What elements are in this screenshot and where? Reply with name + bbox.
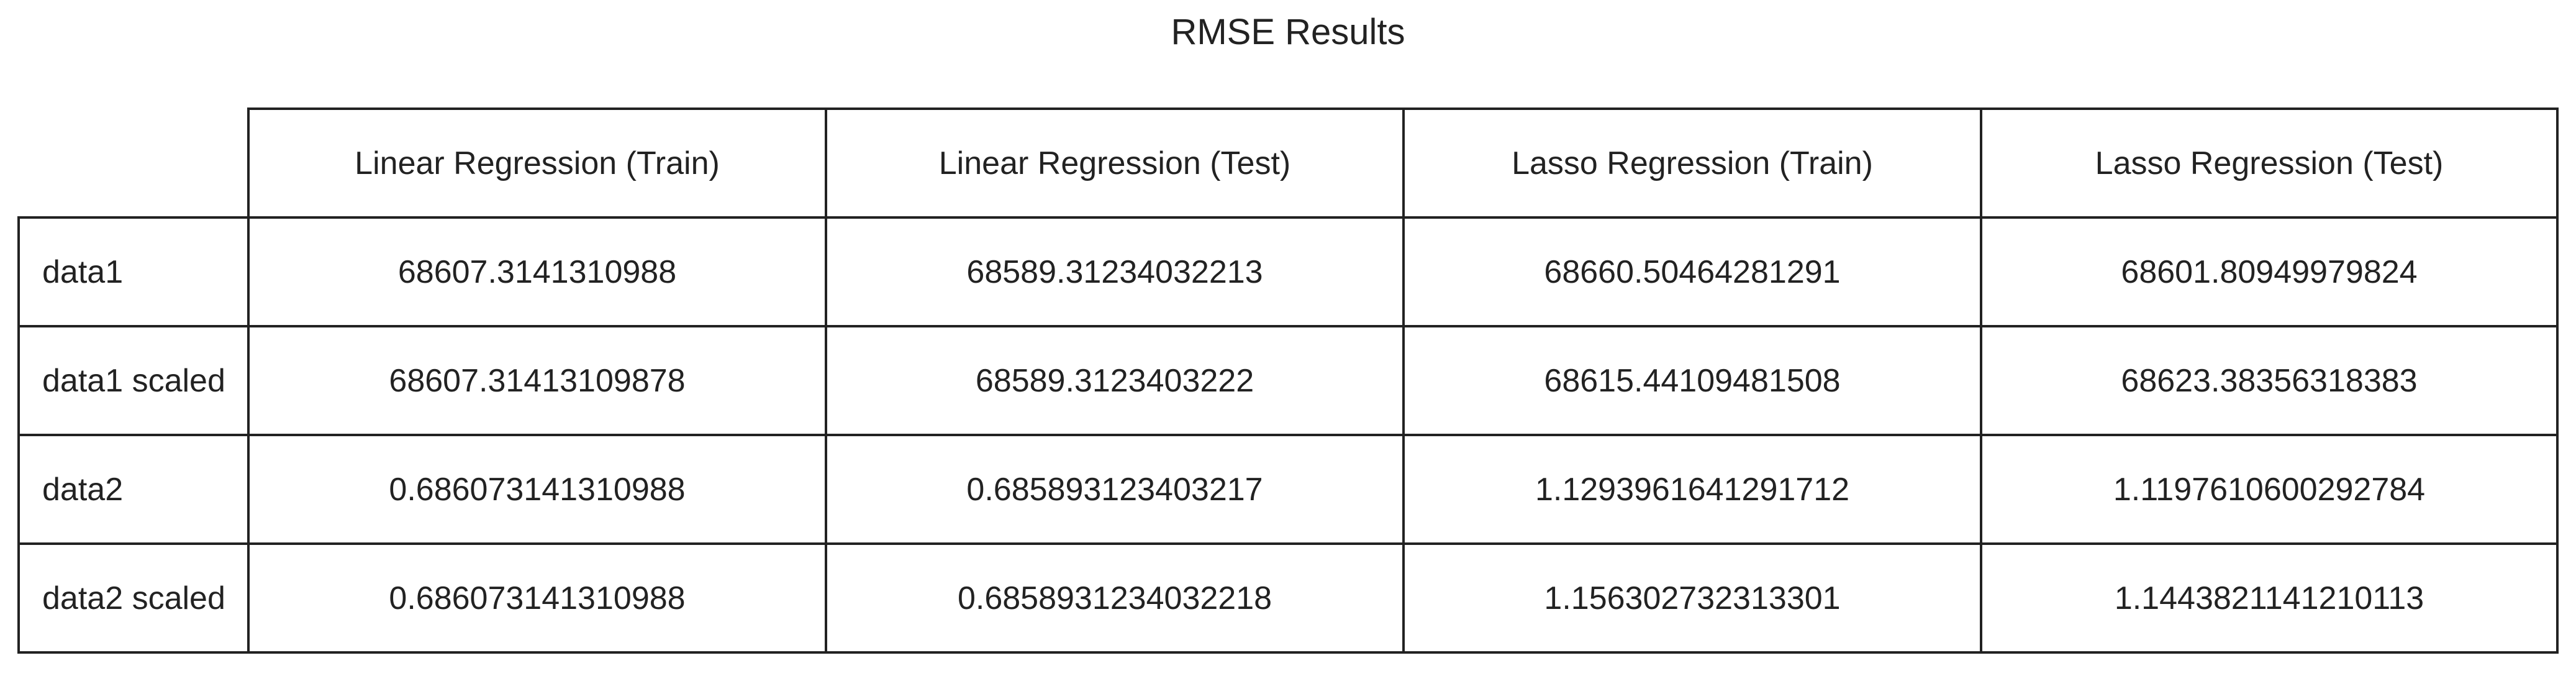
table-cell: 0.6858931234032218 bbox=[957, 580, 1272, 616]
table-column-divider bbox=[247, 107, 250, 654]
table-row-divider bbox=[17, 542, 2559, 545]
table-cell: 1.1443821141210113 bbox=[2114, 580, 2424, 616]
table-border-left bbox=[17, 216, 20, 654]
row-label: data1 scaled bbox=[42, 362, 225, 399]
table-column-divider bbox=[1980, 107, 1982, 654]
table-cell: 1.1293961641291712 bbox=[1535, 471, 1850, 508]
column-header: Linear Regression (Train) bbox=[355, 145, 720, 181]
table-cell: 68589.31234032213 bbox=[966, 254, 1263, 290]
column-header: Lasso Regression (Test) bbox=[2095, 145, 2444, 181]
table-cell: 68607.3141310988 bbox=[397, 254, 677, 290]
row-label: data2 scaled bbox=[42, 580, 225, 616]
table-row-divider bbox=[17, 434, 2559, 436]
table-cell: 68615.44109481508 bbox=[1544, 362, 1841, 399]
table-cell: 1.156302732313301 bbox=[1544, 580, 1841, 616]
table-row-divider bbox=[17, 325, 2559, 327]
row-label: data2 bbox=[42, 471, 124, 508]
table-cell: 68607.31413109878 bbox=[389, 362, 686, 399]
table-cell: 0.685893123403217 bbox=[966, 471, 1263, 508]
column-header: Linear Regression (Test) bbox=[938, 145, 1291, 181]
table-cell: 68660.50464281291 bbox=[1544, 254, 1841, 290]
column-header: Lasso Regression (Train) bbox=[1512, 145, 1873, 181]
table-cell: 0.686073141310988 bbox=[389, 471, 686, 508]
table-column-divider bbox=[1402, 107, 1405, 654]
table-cell: 0.686073141310988 bbox=[389, 580, 686, 616]
table-cell: 68601.80949979824 bbox=[2121, 254, 2418, 290]
chart-title: RMSE Results bbox=[1171, 12, 1405, 52]
table-cell: 1.1197610600292784 bbox=[2113, 471, 2426, 508]
table-column-divider bbox=[2556, 107, 2559, 654]
table-column-divider bbox=[825, 107, 827, 654]
table-cell: 68589.3123403222 bbox=[975, 362, 1254, 399]
row-label: data1 bbox=[42, 254, 124, 290]
table-row-divider bbox=[17, 216, 2559, 219]
table-cell: 68623.38356318383 bbox=[2121, 362, 2418, 399]
table-row-divider bbox=[17, 651, 2559, 654]
